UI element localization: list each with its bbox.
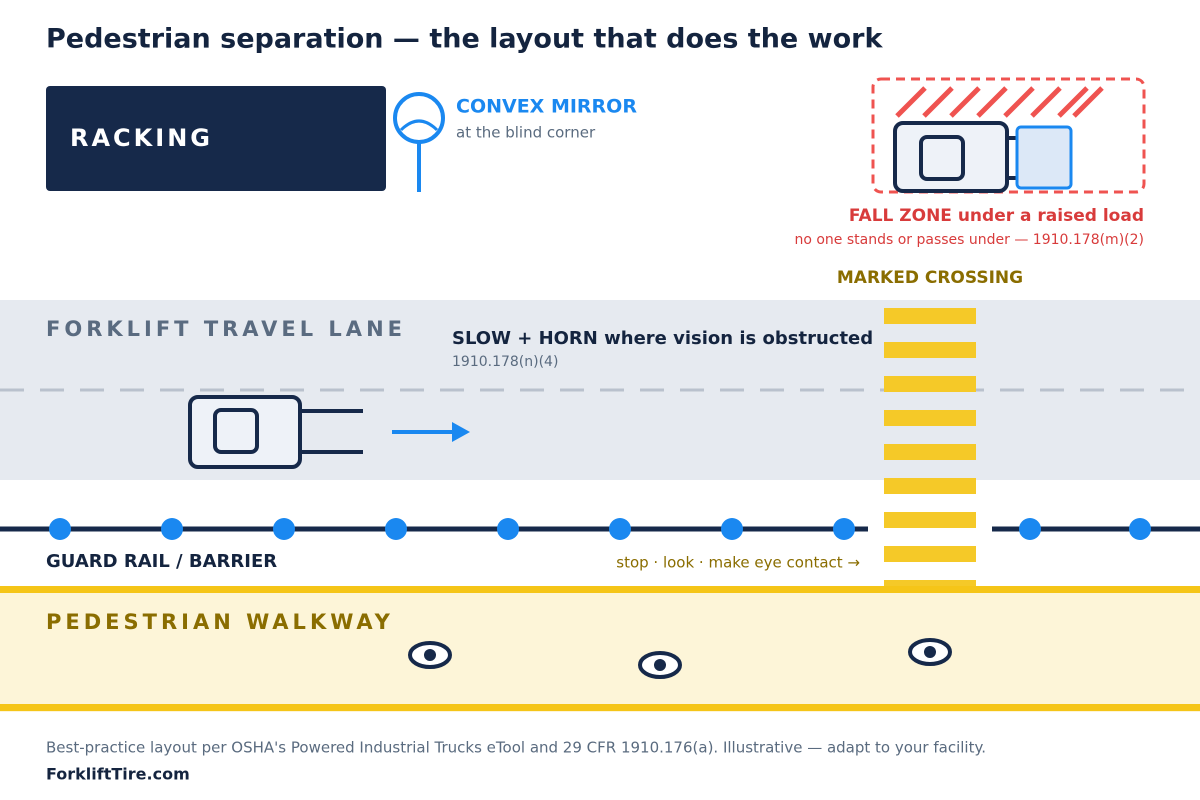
mirror-note: at the blind corner	[456, 124, 596, 142]
footer-note: Best-practice layout per OSHA's Powered …	[46, 739, 986, 757]
crossing-label: MARKED CROSSING	[837, 268, 1023, 288]
lane-rule: SLOW + HORN where vision is obstructed	[452, 328, 873, 349]
racking-block	[46, 86, 386, 191]
crossing-stripes	[884, 308, 976, 588]
raised-load	[1015, 125, 1073, 190]
mirror-label: CONVEX MIRROR	[456, 96, 637, 118]
crossing-base	[884, 480, 976, 586]
title: Pedestrian separation — the layout that …	[46, 24, 883, 55]
barrier-cue: stop · look · make eye contact →	[616, 554, 860, 572]
eye-icons	[408, 638, 952, 679]
walkway-edge	[0, 704, 1200, 711]
hatching	[895, 86, 1104, 118]
walkway	[0, 586, 1200, 712]
fall-zone-label: FALL ZONE under a raised load	[849, 206, 1144, 226]
arrow-head	[452, 422, 470, 442]
lane-label: FORKLIFT TRAVEL LANE	[46, 317, 406, 341]
fall-zone-note: no one stands or passes under — 1910.178…	[794, 232, 1144, 248]
forklift-cab	[213, 408, 259, 454]
barrier-label: GUARD RAIL / BARRIER	[46, 551, 277, 572]
walkway-label: PEDESTRIAN WALKWAY	[46, 610, 394, 634]
rail-posts	[49, 518, 1151, 540]
mirror-icon	[393, 92, 445, 144]
mirror-arc	[399, 119, 439, 132]
forklift-cab	[919, 135, 965, 181]
footer-brand: ForkliftTire.com	[46, 765, 190, 784]
racking-label: RACKING	[70, 124, 213, 152]
lane-citation: 1910.178(n)(4)	[452, 354, 558, 370]
fall-zone	[871, 77, 1146, 194]
walkway-edge	[0, 586, 1200, 593]
